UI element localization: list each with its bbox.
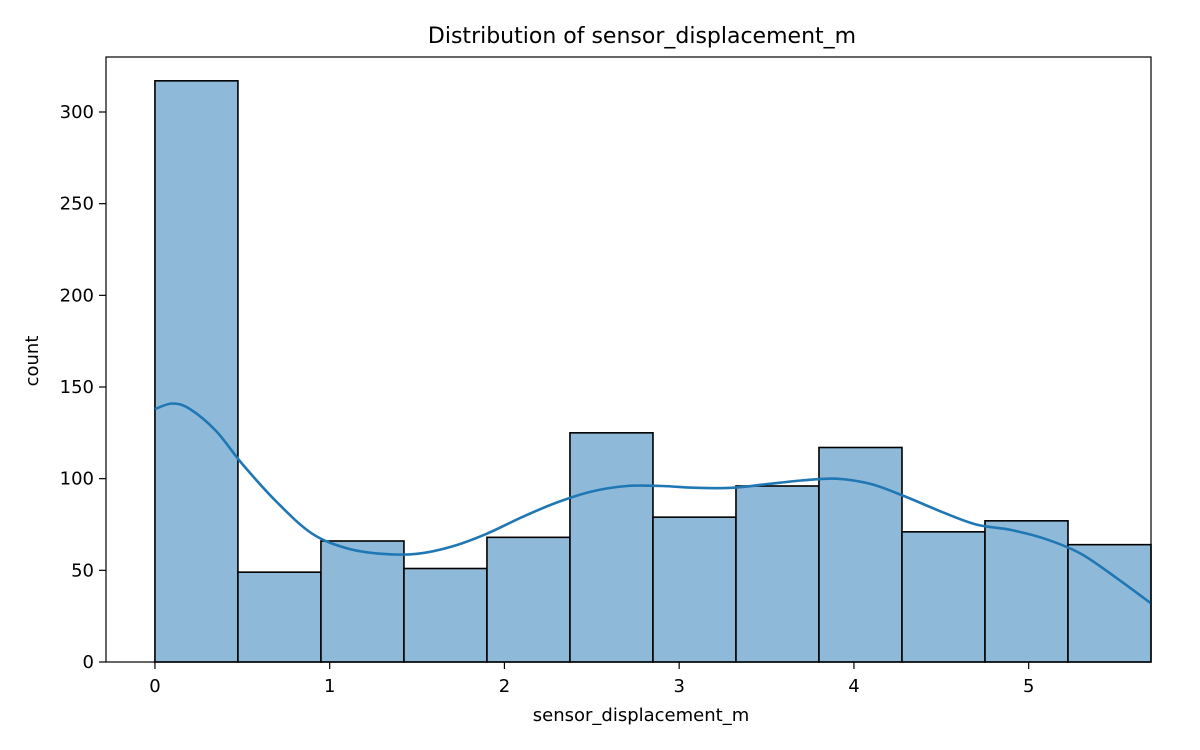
- y-tick-label-1: 50: [71, 560, 94, 581]
- plot-frame: [105, 56, 1152, 663]
- histogram-bar-9: [901, 531, 986, 663]
- y-tick-label-2: 100: [60, 469, 94, 490]
- chart-title: Distribution of sensor_displacement_m: [428, 24, 856, 49]
- histogram-bar-7: [735, 485, 820, 663]
- y-tick-label-6: 300: [60, 102, 94, 123]
- x-tick-label-5: 5: [1023, 676, 1034, 697]
- histogram-bar-5: [569, 432, 654, 663]
- x-tick-label-2: 2: [499, 676, 510, 697]
- histogram-bar-4: [486, 536, 571, 663]
- x-tick-label-3: 3: [673, 676, 684, 697]
- y-axis-label: count: [22, 336, 43, 387]
- y-tick-label-5: 250: [60, 194, 94, 215]
- x-tick-label-4: 4: [848, 676, 859, 697]
- y-tick-label-0: 0: [83, 652, 94, 673]
- kde-line: [154, 402, 1152, 605]
- histogram-bar-6: [652, 516, 737, 663]
- y-tick-label-3: 150: [60, 377, 94, 398]
- x-axis-label: sensor_displacement_m: [533, 705, 750, 726]
- x-axis: 0 1 2 3 4 5: [149, 662, 1034, 697]
- histogram-bar-2: [320, 540, 405, 663]
- histogram-bar-11: [1067, 543, 1152, 663]
- histogram-bar-8: [818, 446, 903, 663]
- y-tick-label-4: 200: [60, 285, 94, 306]
- bars-layer: [154, 80, 1152, 663]
- histogram-bar-10: [984, 520, 1069, 663]
- histogram-bar-1: [237, 571, 322, 663]
- histogram-bar-0: [154, 80, 239, 663]
- histogram-bar-3: [403, 567, 488, 663]
- x-tick-label-0: 0: [149, 676, 160, 697]
- x-tick-label-1: 1: [324, 676, 335, 697]
- kde-layer: [154, 402, 1152, 605]
- y-axis: 0 50 100 150 200 250 300: [60, 102, 106, 673]
